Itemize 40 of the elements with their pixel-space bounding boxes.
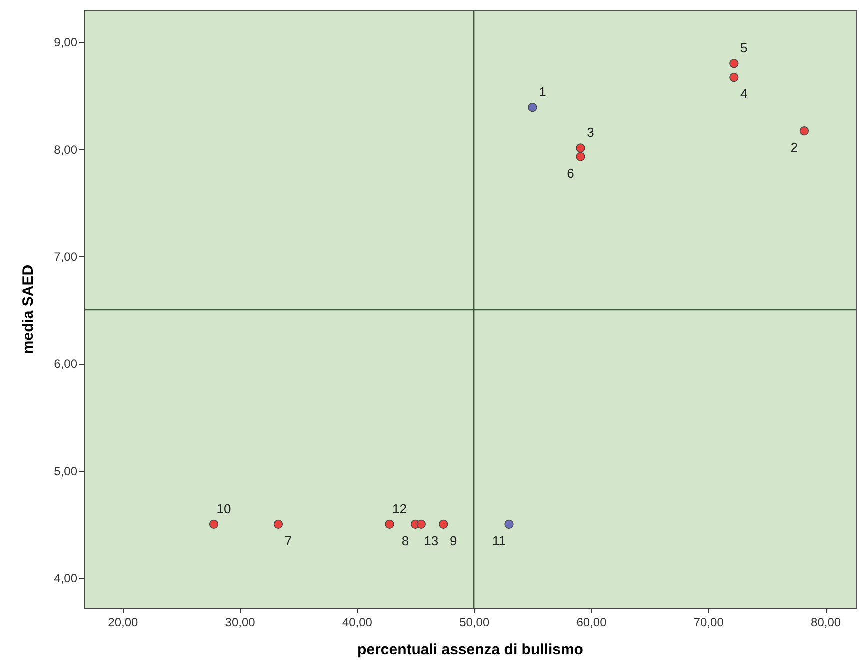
point [504,520,514,529]
point [385,520,394,529]
annotation: 1 [539,84,546,100]
annotation: 2 [790,140,798,156]
y-tick-label: 8,00 [54,142,78,157]
annotation: 13 [424,533,439,548]
point [576,144,586,153]
annotation: 6 [567,166,574,181]
point [528,102,538,112]
x-tick-label: 20,00 [108,616,138,630]
point [274,520,284,529]
x-tick-label: 50,00 [460,616,490,630]
point [209,520,219,529]
annotation: 10 [216,501,232,516]
annotation: 8 [402,533,410,548]
y-axis-title: media SAED [20,264,38,354]
point [730,72,739,82]
x-tick-label: 80,00 [811,616,842,630]
y-tick-label: 9,00 [54,36,78,50]
x-tick-label: 40,00 [342,616,373,630]
point [730,59,739,68]
annotation: 5 [740,40,748,56]
annotation: 9 [450,533,458,548]
annotation: 3 [587,125,594,140]
y-tick-label: 7,00 [54,250,78,264]
x-tick-label: 60,00 [576,616,608,630]
point [439,520,448,529]
y-tick-label: 4,00 [54,571,78,586]
annotation: 11 [492,533,506,548]
x-axis-title: percentuali assenza di bullismo [358,642,584,658]
annotation: 4 [740,86,748,102]
x-tick-label: 70,00 [694,616,724,630]
x-tick-label: 30,00 [225,616,256,630]
annotation: 12 [392,501,407,516]
point [576,152,586,162]
point [416,520,426,529]
y-tick-label: 5,00 [54,464,78,478]
annotation: 7 [284,533,292,548]
point [800,126,810,136]
y-tick-label: 6,00 [54,357,78,372]
